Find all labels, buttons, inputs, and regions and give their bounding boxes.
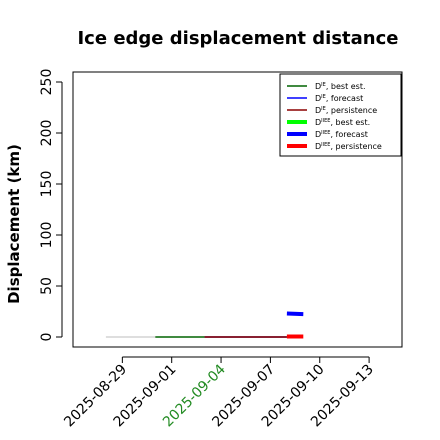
x-axis: 2025-08-292025-09-012025-09-042025-09-07… (61, 356, 377, 430)
legend-entry: DIE, persistence (315, 106, 377, 115)
legend-entry: DIIEE, forecast (315, 130, 368, 139)
y-tick-label: 200 (39, 120, 55, 147)
y-tick-label: 50 (39, 277, 55, 295)
legend-box (279, 73, 402, 157)
plot-frame (72, 71, 403, 348)
y-tick-label: 150 (39, 171, 55, 198)
legend: DIE, best est. DIE, forecast DIE, persiste… (279, 73, 402, 157)
y-axis: 0 50 100 150 200 250 (39, 69, 63, 342)
legend-entry: DIE, best est. (315, 82, 366, 91)
series-layer (105, 311, 304, 339)
y-axis-label: Displacement (km) (5, 144, 23, 304)
legend-entry: DIE, forecast (315, 94, 363, 103)
series-line (286, 311, 304, 317)
y-tick-label: 0 (39, 333, 55, 342)
y-tick-label: 250 (39, 69, 55, 96)
legend-entry: DIIEE, persistence (315, 142, 382, 151)
chart-title: Ice edge displacement distance (77, 28, 398, 49)
y-tick-label: 100 (39, 222, 55, 249)
legend-entry: DIIEE, best est. (315, 118, 370, 127)
